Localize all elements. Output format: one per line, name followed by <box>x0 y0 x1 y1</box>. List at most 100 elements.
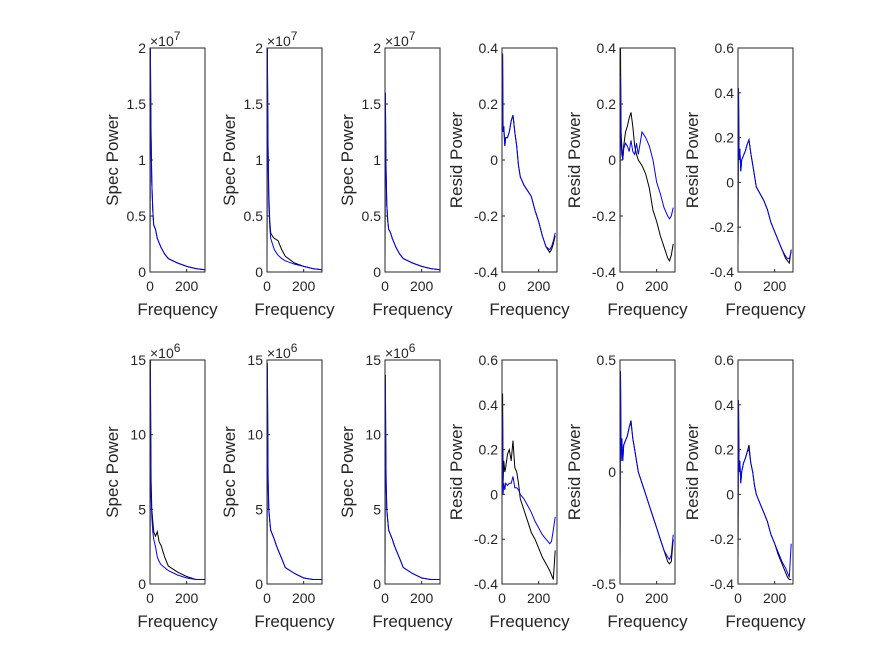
y-tick-label: 0.2 <box>479 96 499 112</box>
subplot-r2c1: 0 5 10 15 0 200 Frequency Spec Power ×106 <box>103 341 218 631</box>
subplot-r2c2: 0 5 10 15 0 200 Frequency Spec Power ×106 <box>220 341 335 631</box>
x-tick-label: 0 <box>734 590 742 606</box>
y-tick-label: -0.2 <box>592 208 616 224</box>
series-line-blue <box>149 374 205 580</box>
y-tick-label: 0 <box>255 576 263 592</box>
y-axis-label: Resid Power <box>683 423 702 520</box>
x-tick-label: 200 <box>763 278 787 294</box>
y-axis-label: Spec Power <box>220 114 239 206</box>
y-tick-label: 1 <box>373 152 381 168</box>
x-axis-label: Frequency <box>725 612 806 631</box>
x-tick-label: 200 <box>527 590 551 606</box>
x-tick-label: 0 <box>734 278 742 294</box>
series-line-blue <box>149 47 206 271</box>
y-tick-label: 2 <box>255 40 263 56</box>
x-tick-label: 200 <box>410 590 434 606</box>
y-axis-exponent: ×107 <box>150 29 181 49</box>
series-line-blue <box>266 47 323 271</box>
x-tick-label: 0 <box>381 590 389 606</box>
axes-box <box>737 359 794 585</box>
y-tick-label: 1 <box>255 152 263 168</box>
y-tick-label: 1 <box>138 152 146 168</box>
x-axis-label: Frequency <box>607 300 688 319</box>
y-tick-label: -0.4 <box>592 264 616 280</box>
y-tick-label: 15 <box>247 352 263 368</box>
y-tick-label: 0 <box>490 486 498 502</box>
y-tick-label: -0.4 <box>710 264 734 280</box>
y-tick-label: 0 <box>726 486 734 502</box>
x-tick-label: 200 <box>527 278 551 294</box>
series-line-blue <box>737 400 792 578</box>
y-tick-label: -0.4 <box>710 576 734 592</box>
x-tick-label: 0 <box>263 590 271 606</box>
subplot-r2c4: -0.4 -0.2 0 0.2 0.4 0.6 0 200 Frequency Resid Pow… <box>447 352 570 631</box>
y-tick-label: 0 <box>138 264 146 280</box>
y-tick-label: -0.2 <box>474 208 498 224</box>
y-tick-label: -0.5 <box>592 576 616 592</box>
y-tick-label: 0.6 <box>715 40 735 56</box>
y-tick-label: 0.4 <box>715 85 735 101</box>
x-axis-label: Frequency <box>254 612 335 631</box>
y-tick-label: 0.2 <box>597 96 617 112</box>
x-axis-label: Frequency <box>725 300 806 319</box>
y-axis-label: Spec Power <box>103 426 122 518</box>
x-tick-label: 200 <box>645 590 669 606</box>
y-tick-label: 1.5 <box>127 96 147 112</box>
x-tick-label: 200 <box>645 278 669 294</box>
y-axis-label: Resid Power <box>565 423 584 520</box>
series-line-blue <box>501 53 556 251</box>
y-axis-label: Resid Power <box>565 111 584 208</box>
x-axis-label: Frequency <box>137 300 218 319</box>
y-tick-label: 5 <box>138 501 146 517</box>
axes-box <box>737 47 794 273</box>
series-line-blue <box>501 415 556 545</box>
x-tick-label: 0 <box>616 590 624 606</box>
axes-box <box>149 359 206 585</box>
axes-box <box>266 359 323 585</box>
y-tick-label: 5 <box>255 501 263 517</box>
y-axis-label: Spec Power <box>103 114 122 206</box>
y-tick-label: 15 <box>365 352 381 368</box>
y-tick-label: 0.4 <box>715 397 735 413</box>
y-tick-label: 1.5 <box>362 96 382 112</box>
y-axis-exponent: ×106 <box>385 341 416 361</box>
y-tick-label: 0.5 <box>244 208 264 224</box>
y-tick-label: 10 <box>130 427 146 443</box>
y-tick-label: 0 <box>490 152 498 168</box>
x-tick-label: 200 <box>175 278 199 294</box>
y-tick-label: -0.2 <box>474 531 498 547</box>
x-tick-label: 0 <box>498 590 506 606</box>
y-tick-label: 15 <box>130 352 146 368</box>
y-tick-label: 0.4 <box>479 397 499 413</box>
x-tick-label: 200 <box>292 278 316 294</box>
x-tick-label: 200 <box>292 590 316 606</box>
y-axis-label: Spec Power <box>338 114 357 206</box>
x-tick-label: 0 <box>146 590 154 606</box>
x-tick-label: 0 <box>498 278 506 294</box>
y-tick-label: 2 <box>373 40 381 56</box>
subplot-r1c3: 0 0.5 1 1.5 2 0 200 Frequency Spec Power ×107 <box>338 29 453 319</box>
x-tick-label: 0 <box>381 278 389 294</box>
y-tick-label: -0.2 <box>710 531 734 547</box>
x-tick-label: 200 <box>410 278 434 294</box>
axes-box <box>501 359 558 585</box>
series-line-black <box>501 393 556 580</box>
x-tick-label: 0 <box>263 278 271 294</box>
y-tick-label: 0 <box>608 152 616 168</box>
y-tick-label: 10 <box>247 427 263 443</box>
y-tick-label: 0.4 <box>479 40 499 56</box>
x-axis-label: Frequency <box>372 300 453 319</box>
y-tick-label: 10 <box>365 427 381 443</box>
y-axis-label: Spec Power <box>338 426 357 518</box>
y-tick-label: 0.6 <box>479 352 499 368</box>
subplot-r1c6: -0.4 -0.2 0 0.2 0.4 0.6 0 200 Frequency Resid Pow… <box>683 40 806 319</box>
y-tick-label: 0 <box>138 576 146 592</box>
y-tick-label: 0.5 <box>362 208 382 224</box>
axes-box <box>384 359 441 585</box>
y-tick-label: -0.4 <box>474 264 498 280</box>
x-axis-label: Frequency <box>372 612 453 631</box>
subplot-r2c6: -0.4 -0.2 0 0.2 0.4 0.6 0 200 Frequency Resid Pow… <box>683 352 806 631</box>
y-tick-label: 5 <box>373 501 381 517</box>
